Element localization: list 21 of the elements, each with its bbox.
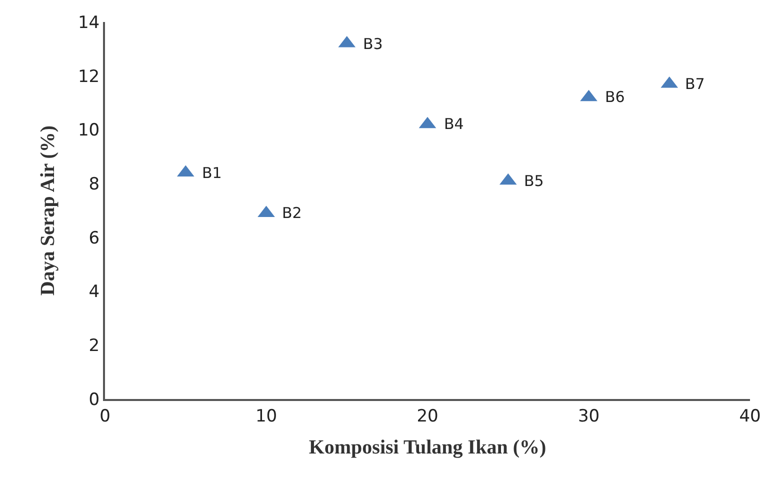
annotation: B5 xyxy=(524,172,544,190)
y-tick-label: 8 xyxy=(88,174,100,195)
annotation: B4 xyxy=(444,115,464,133)
x-axis-title: Komposisi Tulang Ikan (%) xyxy=(308,436,546,458)
y-axis-title: Daya Serap Air (%) xyxy=(36,125,59,296)
x-tick-label: 40 xyxy=(739,406,761,426)
annotation: B2 xyxy=(282,204,302,222)
y-tick-label: 0 xyxy=(88,390,100,410)
x-tick-label: 20 xyxy=(416,406,438,426)
y-tick-label: 10 xyxy=(78,120,100,141)
y-tick-label: 12 xyxy=(78,66,100,87)
y-tick-label: 6 xyxy=(88,228,100,248)
y-tick-label: 4 xyxy=(88,282,100,302)
annotation: B3 xyxy=(363,35,383,53)
annotation: B7 xyxy=(685,75,705,93)
annotation: B6 xyxy=(605,88,625,106)
x-tick-label: 30 xyxy=(578,406,600,426)
annotation: B1 xyxy=(202,164,222,182)
y-tick-label: 2 xyxy=(88,336,100,356)
x-tick-label: 10 xyxy=(255,406,278,426)
y-tick-label: 14 xyxy=(78,12,100,33)
